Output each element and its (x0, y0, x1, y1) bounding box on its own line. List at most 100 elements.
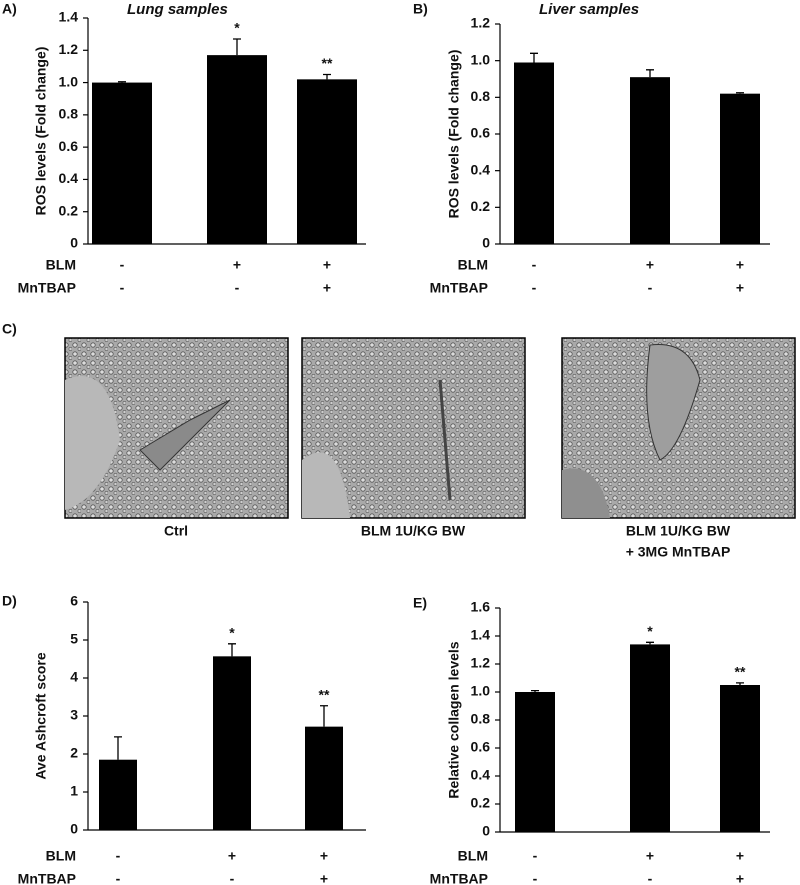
treatment-label: BLM (46, 848, 76, 864)
y-axis-label: ROS levels (Fold change) (33, 47, 49, 216)
error-bar (323, 73, 331, 80)
histology-image (561, 337, 796, 519)
bar (213, 656, 251, 830)
panel-label: D) (2, 593, 17, 609)
treatment-label: MnTBAP (430, 280, 488, 296)
error-bar (646, 641, 654, 645)
y-tick-label: 0.6 (471, 125, 491, 141)
treatment-sign: + (646, 257, 654, 273)
treatment-label: MnTBAP (430, 871, 488, 885)
y-tick-label: 0.8 (471, 88, 491, 104)
treatment-label: MnTBAP (18, 280, 76, 296)
y-tick-label: 5 (70, 631, 78, 647)
y-tick-label: 1.4 (59, 9, 79, 25)
significance-mark: ** (735, 664, 746, 680)
treatment-sign: + (323, 257, 331, 273)
treatment-sign: - (533, 848, 538, 864)
y-tick-label: 0.8 (471, 711, 491, 727)
panel-label: A) (2, 1, 17, 17)
image-caption: Ctrl (164, 523, 188, 539)
chart-title: Lung samples (127, 1, 228, 18)
panel-label: C) (2, 321, 17, 337)
error-bar (646, 69, 654, 78)
treatment-sign: + (736, 848, 744, 864)
histology-image (301, 337, 526, 519)
bar (515, 692, 555, 832)
y-axis-label: ROS levels (Fold change) (446, 50, 462, 219)
bar (207, 55, 267, 244)
error-bar (736, 682, 744, 685)
treatment-sign: - (532, 257, 537, 273)
image-caption: BLM 1U/KG BW (361, 523, 466, 539)
treatment-sign: - (235, 280, 240, 296)
error-bar (320, 705, 328, 727)
significance-mark: ** (319, 686, 330, 702)
bar (720, 685, 760, 832)
panel-label: B) (413, 1, 428, 17)
bar (92, 82, 152, 244)
y-axis-label: Ave Ashcroft score (33, 652, 49, 780)
y-tick-label: 1.2 (471, 15, 491, 31)
treatment-sign: + (736, 280, 744, 296)
error-bar (228, 643, 236, 657)
treatment-label: BLM (46, 257, 76, 273)
treatment-sign: - (120, 257, 125, 273)
y-tick-label: 1.2 (59, 41, 79, 57)
treatment-sign: - (116, 871, 121, 885)
y-tick-label: 0.2 (59, 202, 79, 218)
treatment-sign: + (736, 871, 744, 885)
y-tick-label: 4 (70, 669, 78, 685)
significance-mark: * (647, 623, 653, 639)
y-tick-label: 0 (482, 235, 490, 251)
treatment-sign: + (323, 280, 331, 296)
y-axis-label: Relative collagen levels (446, 641, 462, 798)
y-tick-label: 0.6 (471, 739, 491, 755)
treatment-sign: + (320, 871, 328, 885)
y-tick-label: 1 (70, 783, 78, 799)
error-bar (233, 38, 241, 56)
treatment-sign: - (120, 280, 125, 296)
panel-label: E) (413, 595, 427, 611)
y-tick-label: 0.2 (471, 198, 491, 214)
significance-mark: * (229, 625, 235, 641)
image-caption: BLM 1U/KG BW (626, 523, 731, 539)
treatment-sign: - (230, 871, 235, 885)
y-tick-label: 0.4 (471, 161, 491, 177)
y-tick-label: 2 (70, 745, 78, 761)
y-tick-label: 1.0 (471, 51, 491, 67)
bar (630, 77, 670, 245)
y-tick-label: 6 (70, 593, 78, 609)
bar (99, 759, 137, 830)
y-tick-label: 0.6 (59, 138, 79, 154)
y-tick-label: 0 (70, 821, 78, 837)
y-tick-label: 0.2 (471, 795, 491, 811)
treatment-sign: + (228, 848, 236, 864)
treatment-sign: - (533, 871, 538, 885)
y-tick-label: 0.4 (471, 767, 491, 783)
treatment-sign: - (532, 280, 537, 296)
histology-image (64, 337, 289, 519)
bar (297, 79, 357, 244)
treatment-label: MnTBAP (18, 871, 76, 885)
treatment-sign: - (648, 280, 653, 296)
error-bar (530, 52, 538, 63)
y-tick-label: 1.2 (471, 655, 491, 671)
bar (305, 726, 343, 830)
error-bar (118, 81, 126, 83)
bar (630, 644, 670, 832)
bar (514, 62, 554, 244)
treatment-sign: + (736, 257, 744, 273)
treatment-sign: + (320, 848, 328, 864)
y-tick-label: 0 (70, 235, 78, 251)
significance-mark: * (234, 20, 240, 36)
treatment-sign: - (116, 848, 121, 864)
error-bar (736, 92, 744, 94)
significance-mark: ** (322, 55, 333, 71)
y-tick-label: 0.4 (59, 170, 79, 186)
y-tick-label: 1.0 (471, 683, 491, 699)
treatment-sign: - (648, 871, 653, 885)
treatment-label: BLM (458, 257, 488, 273)
treatment-label: BLM (458, 848, 488, 864)
error-bar (114, 736, 122, 760)
